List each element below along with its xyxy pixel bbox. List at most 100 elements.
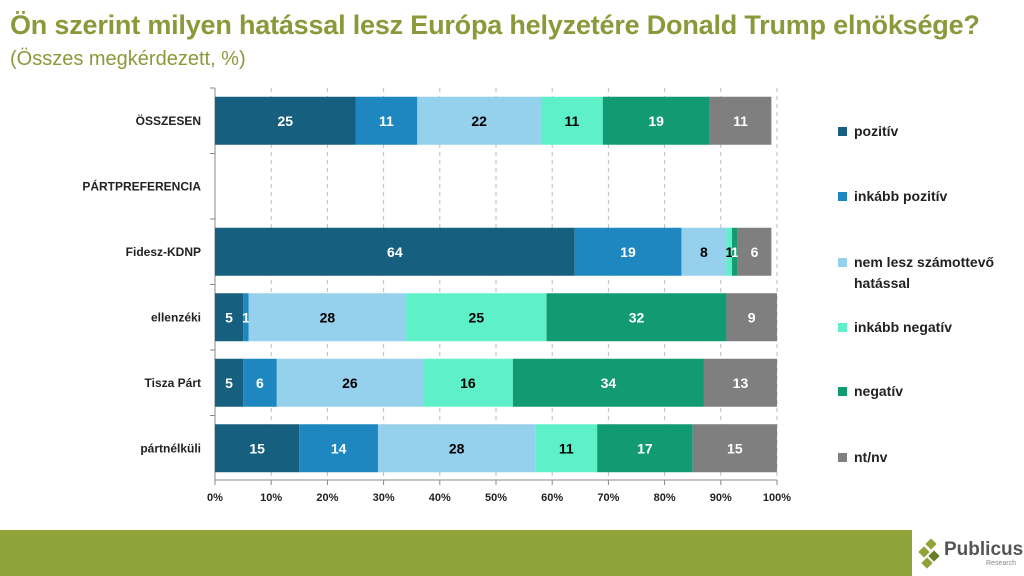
logo-diamond-icon — [918, 539, 940, 569]
legend-item: negatív — [838, 381, 1014, 402]
bar-segment — [417, 96, 541, 145]
x-tick-label: 50% — [485, 492, 507, 504]
bar-segment — [703, 358, 777, 407]
legend-swatch — [838, 453, 847, 462]
bar-segment — [422, 358, 513, 407]
data-label: 11 — [559, 440, 574, 456]
bar-segment — [512, 358, 704, 407]
bar-segment — [602, 96, 710, 145]
bar-segment — [681, 227, 727, 276]
bar-segment — [692, 424, 777, 473]
legend-label: inkább pozitív — [854, 188, 948, 204]
legend-label: pozitív — [854, 123, 899, 139]
category-label: pártnélküli — [140, 441, 201, 455]
legend-label: negatív — [854, 383, 904, 399]
bar-segment — [406, 293, 547, 342]
bar-segment — [215, 96, 356, 145]
x-tick-label: 60% — [541, 492, 563, 504]
bar-segment — [732, 227, 738, 276]
data-label: 19 — [648, 113, 664, 129]
bar-segment — [215, 358, 244, 407]
x-tick-label: 20% — [316, 492, 338, 504]
bar-segment — [243, 293, 249, 342]
legend-swatch — [838, 258, 847, 267]
bar-segment — [726, 227, 733, 276]
category-label: PÁRTPREFERENCIA — [82, 178, 201, 193]
data-label: 9 — [748, 309, 756, 325]
category-label: Fidesz-KDNP — [126, 245, 201, 259]
chart-title: Ön szerint milyen hatással lesz Európa h… — [10, 10, 980, 40]
x-tick-label: 30% — [373, 492, 395, 504]
legend-label: nem lesz számottevő hatással — [854, 254, 995, 291]
bar-segment — [248, 293, 407, 342]
data-label: 17 — [637, 440, 653, 456]
bar-segment — [243, 358, 277, 407]
data-label: 1 — [725, 244, 733, 260]
data-label: 1 — [242, 309, 250, 325]
category-label: ÖSSZESEN — [136, 113, 201, 128]
logo-name: Publicus — [944, 539, 1024, 560]
bar-segment — [726, 293, 777, 342]
logo-sub: Research — [986, 560, 1016, 567]
bar-segment — [737, 227, 772, 276]
x-tick-label: 70% — [597, 492, 619, 504]
data-label: 32 — [629, 309, 645, 325]
publicus-logo: Publicus Research — [918, 536, 1024, 572]
category-label: ellenzéki — [151, 310, 201, 324]
data-label: 25 — [277, 113, 293, 129]
data-label: 1 — [731, 244, 739, 260]
bar-segment — [597, 424, 693, 473]
chart-subtitle: (Összes megkérdezett, %) — [10, 48, 246, 70]
bar-segment — [215, 293, 244, 342]
legend-swatch — [838, 387, 847, 396]
legend-swatch — [838, 127, 847, 136]
data-label: 11 — [379, 113, 394, 129]
data-label: 15 — [249, 440, 265, 456]
footer-band — [0, 530, 912, 576]
data-label: 19 — [620, 244, 636, 260]
data-label: 34 — [601, 375, 617, 391]
data-label: 13 — [733, 375, 749, 391]
legend-item: pozitív — [838, 121, 1014, 142]
data-label: 5 — [225, 309, 233, 325]
bar-segment — [355, 96, 418, 145]
bar-segment — [299, 424, 378, 473]
bar-segment — [709, 96, 772, 145]
data-label: 8 — [700, 244, 708, 260]
category-label: Tisza Párt — [145, 376, 201, 390]
bar-segment — [276, 358, 423, 407]
bar-segment — [540, 96, 603, 145]
x-tick-label: 40% — [429, 492, 451, 504]
data-label: 28 — [449, 440, 465, 456]
legend-item: nt/nv — [838, 447, 1014, 468]
legend-item: nem lesz számottevő hatással — [838, 252, 1014, 294]
legend-swatch — [838, 323, 847, 332]
data-label: 25 — [469, 309, 485, 325]
legend-item: inkább negatív — [838, 317, 1014, 338]
x-tick-label: 10% — [260, 492, 282, 504]
legend-label: inkább negatív — [854, 319, 953, 335]
bar-segment — [215, 227, 575, 276]
data-label: 14 — [331, 440, 347, 456]
legend-swatch — [838, 192, 847, 201]
data-label: 26 — [342, 375, 358, 391]
data-label: 64 — [387, 244, 403, 260]
stacked-bar-chart: 0% 10% 20% 30% 40% 50% 60% 70% 80% 90% 100% ÖSSZESE… — [82, 87, 791, 504]
data-label: 16 — [460, 375, 476, 391]
data-label: 11 — [733, 113, 748, 129]
data-label: 28 — [320, 309, 336, 325]
data-label: 6 — [751, 244, 759, 260]
data-label: 22 — [471, 113, 487, 129]
x-tick-label: 90% — [710, 492, 732, 504]
legend-item: inkább pozitív — [838, 186, 1014, 207]
data-label: 6 — [256, 375, 264, 391]
legend-label: nt/nv — [854, 449, 888, 465]
bar-segment — [574, 227, 682, 276]
bar-segment — [546, 293, 727, 342]
data-label: 11 — [564, 113, 579, 129]
bar-segment — [377, 424, 536, 473]
data-label: 15 — [727, 440, 743, 456]
x-tick-label: 0% — [207, 492, 223, 504]
x-tick-label: 80% — [654, 492, 676, 504]
bar-segment — [535, 424, 598, 473]
